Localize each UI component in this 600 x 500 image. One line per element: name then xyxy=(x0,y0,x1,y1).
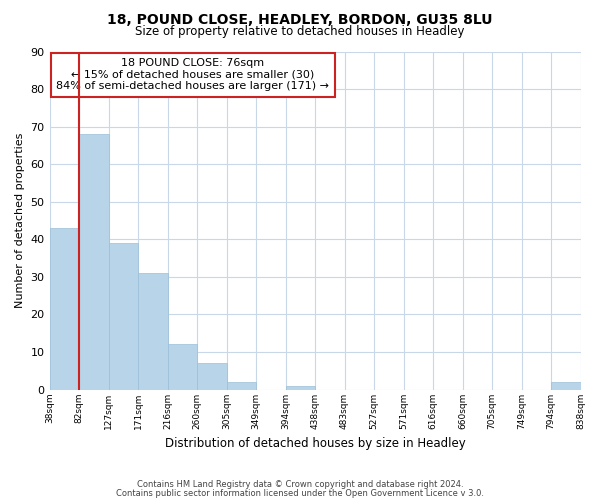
Bar xyxy=(197,363,227,390)
Text: 18, POUND CLOSE, HEADLEY, BORDON, GU35 8LU: 18, POUND CLOSE, HEADLEY, BORDON, GU35 8… xyxy=(107,12,493,26)
Bar xyxy=(551,382,581,390)
Bar xyxy=(227,382,256,390)
X-axis label: Distribution of detached houses by size in Headley: Distribution of detached houses by size … xyxy=(164,437,466,450)
Bar xyxy=(167,344,197,390)
Bar xyxy=(286,386,315,390)
Text: Contains HM Land Registry data © Crown copyright and database right 2024.: Contains HM Land Registry data © Crown c… xyxy=(137,480,463,489)
Bar xyxy=(50,228,79,390)
Bar xyxy=(109,243,138,390)
Text: 18 POUND CLOSE: 76sqm
← 15% of detached houses are smaller (30)
84% of semi-deta: 18 POUND CLOSE: 76sqm ← 15% of detached … xyxy=(56,58,329,92)
Y-axis label: Number of detached properties: Number of detached properties xyxy=(15,133,25,308)
Bar xyxy=(138,273,167,390)
Text: Contains public sector information licensed under the Open Government Licence v : Contains public sector information licen… xyxy=(116,488,484,498)
Bar xyxy=(79,134,109,390)
Text: Size of property relative to detached houses in Headley: Size of property relative to detached ho… xyxy=(135,25,465,38)
